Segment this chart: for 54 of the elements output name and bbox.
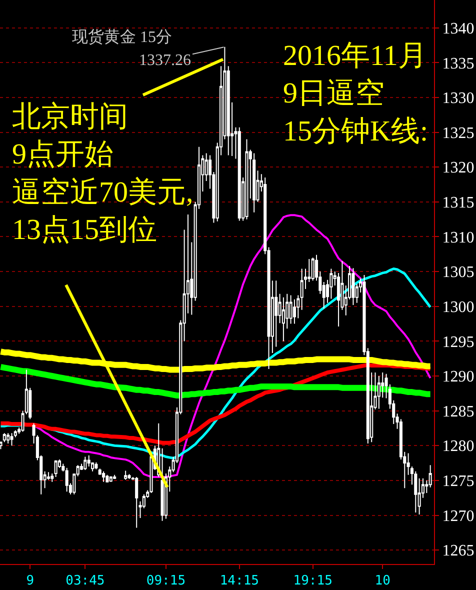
candlestick	[65, 467, 68, 492]
candlestick	[160, 448, 164, 522]
y-tick-label: 1280	[442, 438, 474, 456]
annotation: 北京时间9点开始逼空近70美元,13点15到位	[12, 101, 194, 246]
y-tick-label: 1295	[442, 334, 474, 351]
y-tick-label: 1270	[442, 508, 474, 525]
y-tick-label: 1275	[442, 473, 474, 490]
y-tick-label: 1330	[442, 90, 474, 108]
y-tick-label: 1310	[442, 229, 474, 246]
x-tick-label: 10	[374, 574, 390, 589]
text: 现货黄金 15分	[72, 28, 172, 46]
candlestick	[50, 472, 54, 482]
annotation: 2016年11月9日逼空15分钟K线:	[283, 40, 428, 148]
y-tick-label: 1320	[442, 160, 474, 177]
candlestick	[109, 476, 112, 482]
candlestick	[106, 474, 109, 484]
candlestick	[54, 460, 58, 478]
y-tick-label: 1325	[442, 124, 474, 142]
y-tick-label: 1340	[442, 20, 474, 38]
y-tick-label: 1265	[442, 542, 474, 560]
candlestick	[292, 298, 296, 324]
candlestick	[377, 376, 380, 410]
y-tick-label: 1305	[442, 264, 474, 282]
candlestick	[252, 152, 256, 213]
candlestick	[124, 470, 128, 480]
x-tick-label: 9	[26, 574, 34, 589]
candlestick	[84, 456, 87, 470]
candlestick	[414, 470, 418, 513]
x-tick-label: 03:45	[66, 574, 105, 589]
candlestick	[135, 476, 138, 528]
x-tick-label: 14:15	[220, 574, 259, 589]
candlestick	[238, 126, 241, 222]
candlestick	[300, 268, 304, 310]
candlestick	[128, 474, 131, 480]
x-tick-label: 19:15	[293, 574, 332, 589]
x-tick-label: 09:15	[146, 574, 186, 589]
candlestick	[10, 432, 14, 446]
candlestick	[330, 268, 333, 300]
candlestick	[289, 294, 292, 324]
candlestick	[6, 432, 10, 444]
candlestick	[87, 454, 90, 468]
y-tick-label: 1285	[442, 403, 474, 420]
y-tick-label: 1290	[442, 368, 474, 386]
candlestick	[113, 474, 116, 480]
candlestick	[245, 138, 248, 220]
annotation: 1337.26	[139, 52, 191, 69]
candlestick	[94, 462, 98, 470]
candlestick	[352, 268, 355, 306]
y-tick-label: 1300	[442, 298, 474, 316]
y-tick-label: 1335	[442, 55, 474, 72]
y-tick-label: 1315	[442, 194, 474, 212]
candlestick	[311, 257, 314, 282]
candlestick	[102, 470, 106, 482]
candlestick	[282, 296, 285, 342]
